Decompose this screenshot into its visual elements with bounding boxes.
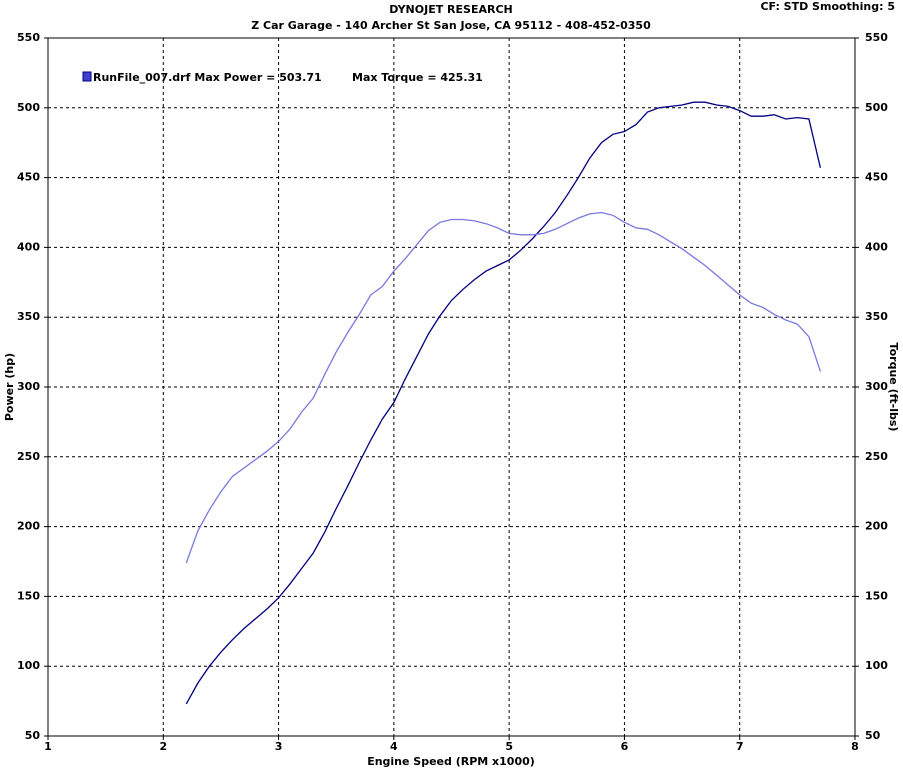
x-tick-label: 6	[621, 740, 629, 753]
y-tick-label: 100	[17, 659, 40, 672]
y2-tick-label: 200	[865, 520, 888, 533]
y2-tick-label: 150	[865, 589, 888, 602]
y2-axis-label: Torque (ft-lbs)	[887, 343, 900, 432]
run-name: RunFile_007.drf	[93, 71, 191, 84]
x-tick-label: 4	[390, 740, 398, 753]
y2-tick-label: 350	[865, 310, 888, 323]
y-tick-label: 150	[17, 589, 40, 602]
series-line	[185, 211, 822, 564]
series-line	[185, 101, 822, 705]
legend-power: Max Power = 503.71	[194, 71, 321, 84]
y-tick-label: 450	[17, 171, 40, 184]
y-tick-label: 300	[17, 380, 40, 393]
chart-subtitle: Z Car Garage - 140 Archer St San Jose, C…	[251, 19, 651, 32]
y2-tick-label: 500	[865, 101, 888, 114]
y2-tick-label: 100	[865, 659, 888, 672]
y-tick-label: 550	[17, 31, 40, 44]
x-axis-label: Engine Speed (RPM x1000)	[367, 755, 535, 768]
y2-tick-label: 50	[865, 729, 881, 742]
x-tick-label: 5	[505, 740, 513, 753]
y2-tick-label: 550	[865, 31, 888, 44]
x-tick-label: 7	[736, 740, 744, 753]
x-tick-label: 1	[44, 740, 52, 753]
y-tick-label: 200	[17, 520, 40, 533]
x-tick-label: 2	[159, 740, 167, 753]
legend-torque: Max Torque = 425.31	[352, 71, 483, 84]
x-tick-label: 3	[275, 740, 283, 753]
y-tick-label: 500	[17, 101, 40, 114]
legend-text: RunFile_007.drf Max Power = 503.71	[93, 71, 322, 84]
settings: CF: STD Smoothing: 5	[760, 0, 895, 13]
x-tick-label: 8	[851, 740, 859, 753]
y2-tick-label: 450	[865, 171, 888, 184]
y2-tick-label: 250	[865, 450, 888, 463]
y-axis-label: Power (hp)	[3, 353, 16, 421]
y-tick-label: 50	[25, 729, 41, 742]
legend-swatch	[82, 71, 92, 82]
chart-title: DYNOJET RESEARCH	[389, 3, 512, 16]
y2-tick-label: 400	[865, 240, 888, 253]
y2-tick-label: 300	[865, 380, 888, 393]
y-tick-label: 350	[17, 310, 40, 323]
y-tick-label: 250	[17, 450, 40, 463]
y-tick-label: 400	[17, 240, 40, 253]
